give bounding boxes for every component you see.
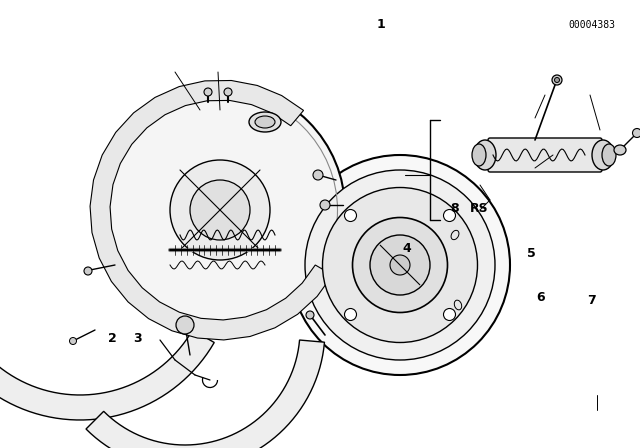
Ellipse shape bbox=[224, 88, 232, 96]
Ellipse shape bbox=[190, 180, 250, 240]
Ellipse shape bbox=[552, 75, 562, 85]
Ellipse shape bbox=[472, 144, 486, 166]
Ellipse shape bbox=[444, 210, 456, 221]
FancyBboxPatch shape bbox=[488, 138, 602, 172]
Text: 4: 4 bbox=[402, 242, 411, 255]
Ellipse shape bbox=[320, 200, 330, 210]
Ellipse shape bbox=[204, 88, 212, 96]
Ellipse shape bbox=[84, 267, 92, 275]
Ellipse shape bbox=[353, 217, 447, 313]
Ellipse shape bbox=[290, 155, 510, 375]
Ellipse shape bbox=[255, 116, 275, 128]
Ellipse shape bbox=[614, 145, 626, 155]
Ellipse shape bbox=[313, 170, 323, 180]
Text: RS: RS bbox=[469, 202, 488, 215]
Text: 7: 7 bbox=[588, 293, 596, 307]
Ellipse shape bbox=[370, 235, 430, 295]
Text: 8: 8 bbox=[450, 202, 459, 215]
Text: 2: 2 bbox=[108, 332, 116, 345]
Ellipse shape bbox=[602, 144, 616, 166]
Text: 5: 5 bbox=[527, 246, 536, 260]
Ellipse shape bbox=[70, 337, 77, 345]
Polygon shape bbox=[90, 81, 333, 340]
Ellipse shape bbox=[632, 129, 640, 138]
Ellipse shape bbox=[344, 309, 356, 320]
Ellipse shape bbox=[170, 160, 270, 260]
Ellipse shape bbox=[390, 255, 410, 275]
Ellipse shape bbox=[305, 170, 495, 360]
Ellipse shape bbox=[554, 78, 559, 82]
Ellipse shape bbox=[592, 140, 614, 170]
Text: 1: 1 bbox=[376, 18, 385, 31]
Text: 3: 3 bbox=[133, 332, 142, 345]
Text: 00004383: 00004383 bbox=[568, 20, 616, 30]
Ellipse shape bbox=[344, 210, 356, 221]
Ellipse shape bbox=[249, 112, 281, 132]
Polygon shape bbox=[86, 340, 324, 448]
Text: 6: 6 bbox=[536, 291, 545, 305]
Ellipse shape bbox=[176, 316, 194, 334]
Ellipse shape bbox=[306, 311, 314, 319]
Ellipse shape bbox=[323, 188, 477, 343]
Ellipse shape bbox=[474, 140, 496, 170]
Ellipse shape bbox=[95, 85, 345, 335]
Ellipse shape bbox=[444, 309, 456, 320]
Polygon shape bbox=[0, 320, 214, 420]
